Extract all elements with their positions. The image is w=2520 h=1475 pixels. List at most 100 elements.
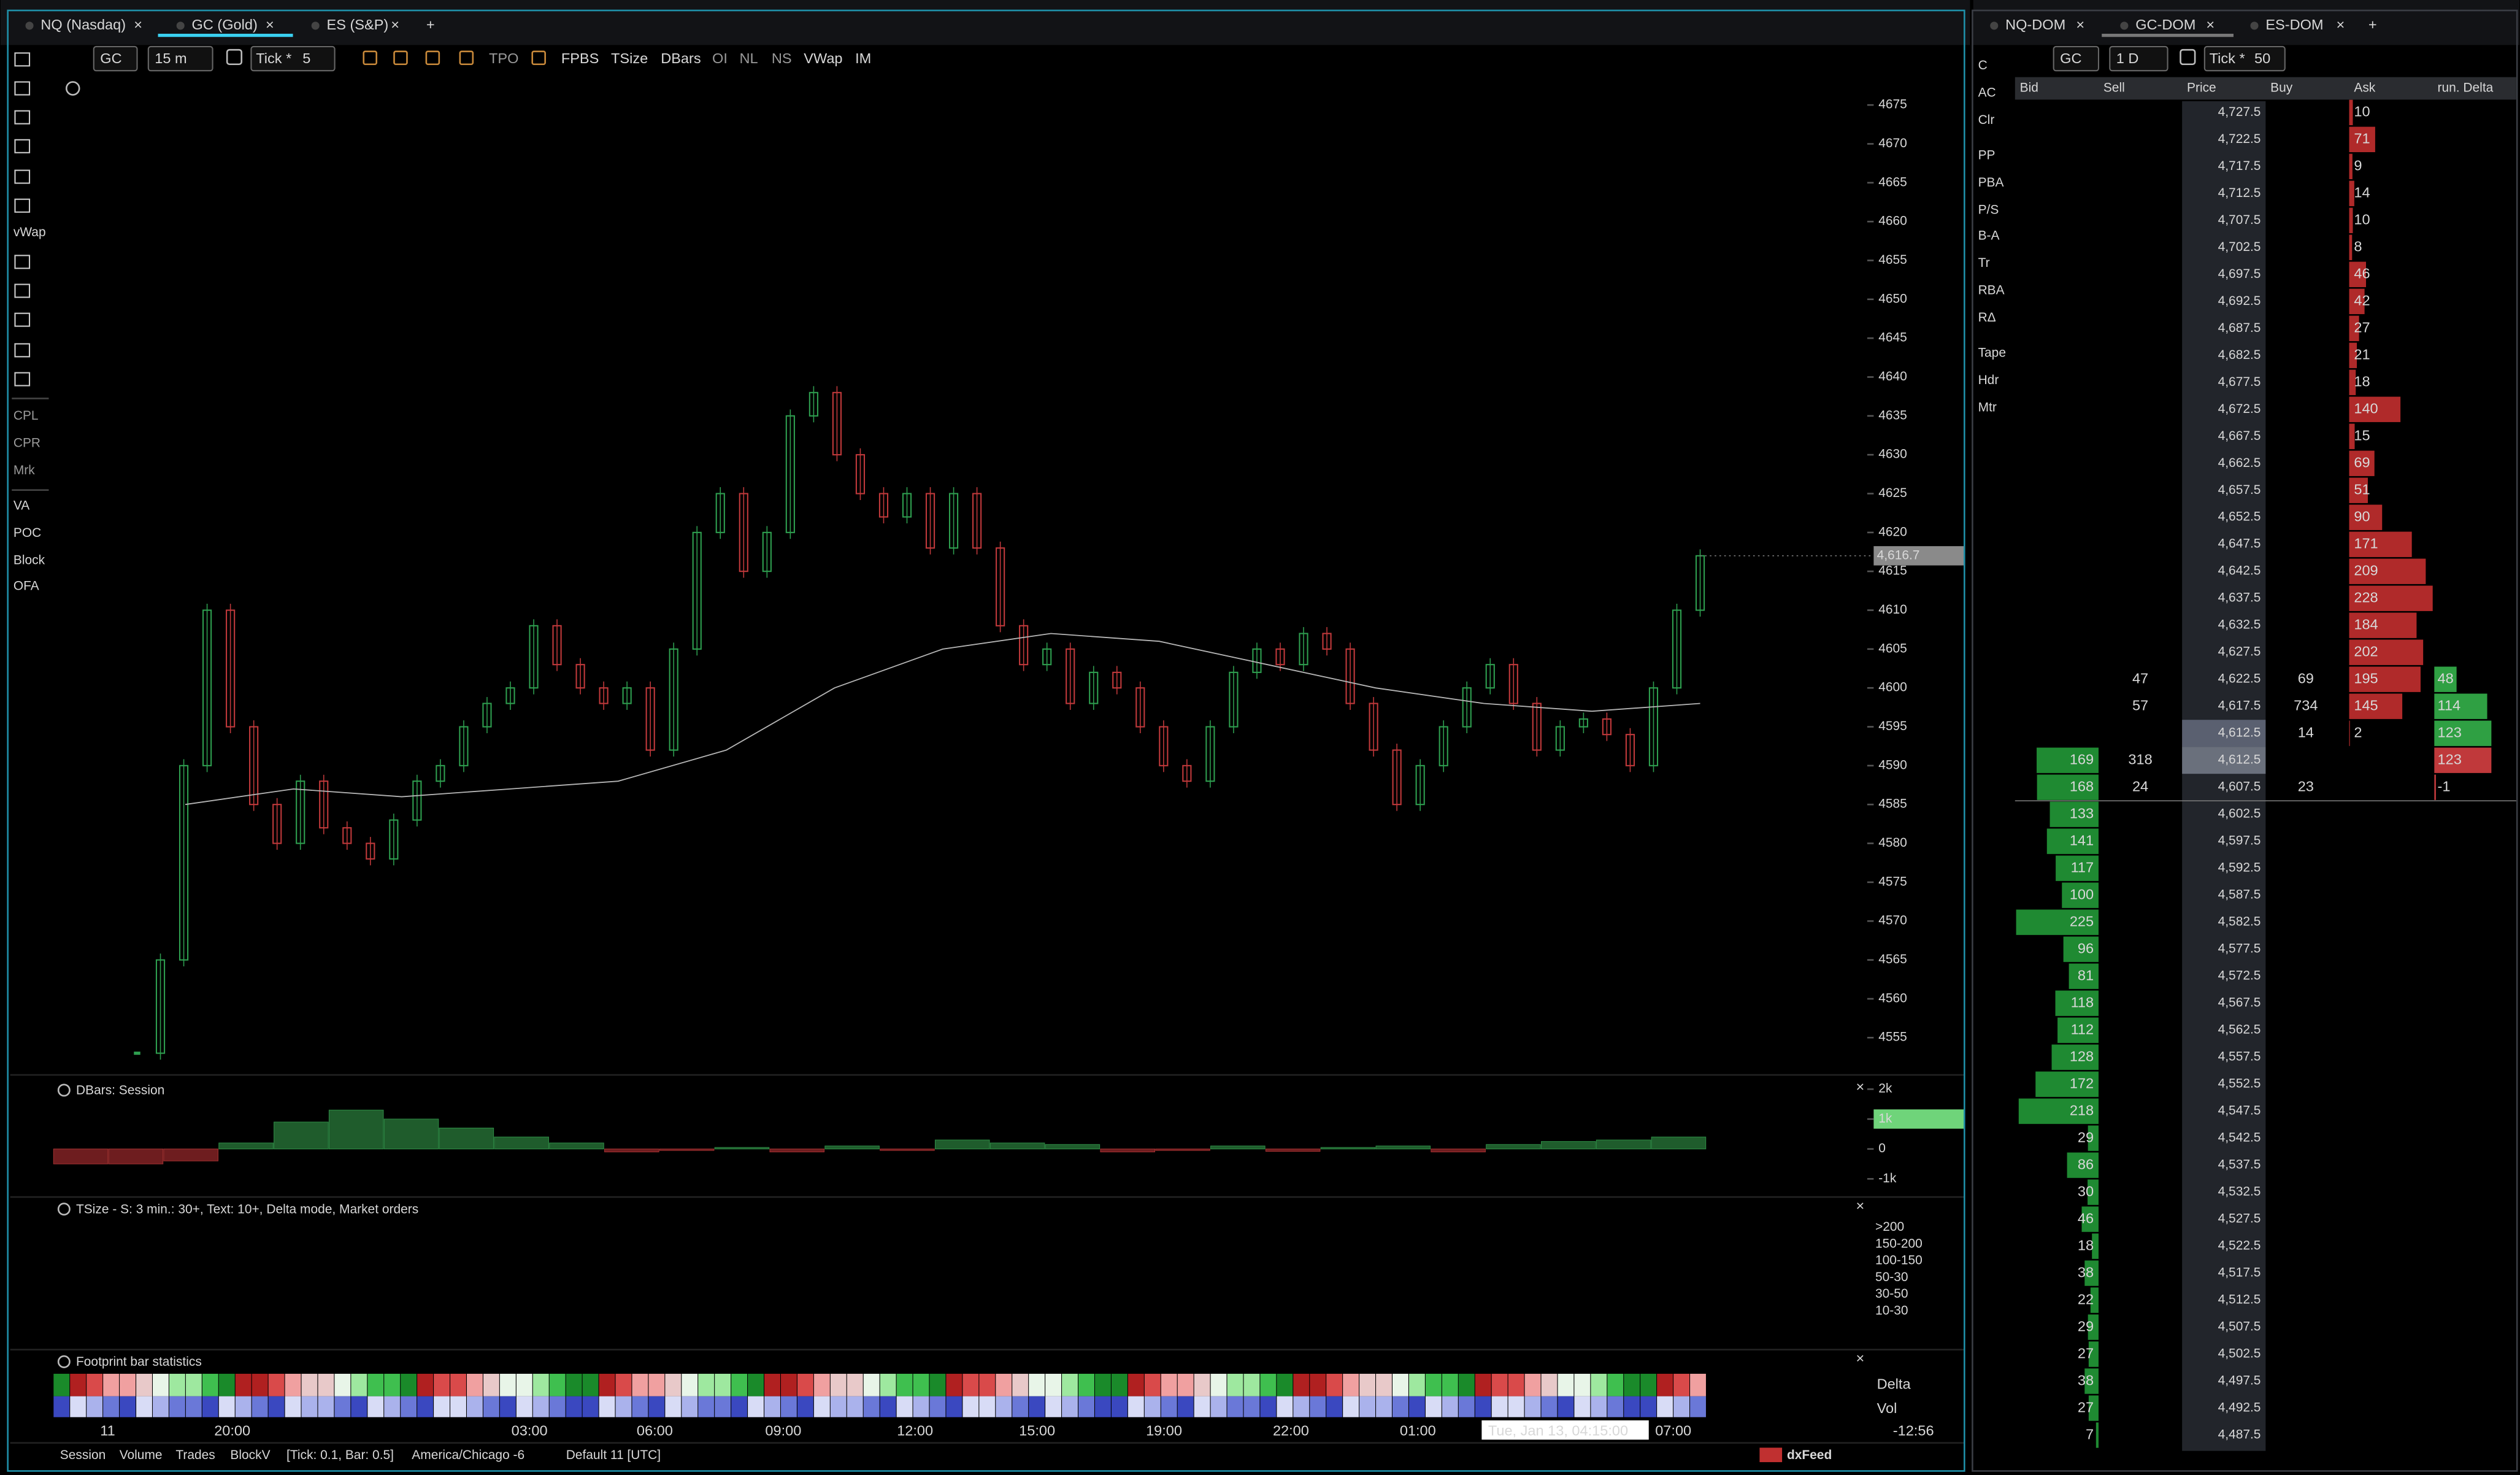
footprint-cell [1508,1396,1524,1417]
close-panel[interactable]: × [1856,1350,1865,1366]
dom-side-label[interactable]: Tape [1978,346,2006,360]
footprint-cell [682,1374,698,1396]
symbol[interactable]: GC [100,50,121,66]
footprint-cell [896,1396,913,1417]
tab[interactable]: GC (Gold) [192,17,258,33]
side-tool[interactable]: vWap [13,225,46,239]
dom-tick-label[interactable]: Tick * [2210,50,2245,66]
tab-close[interactable]: × [2206,17,2215,33]
toolbar-button[interactable]: NS [772,50,792,66]
dom-side-label[interactable]: Mtr [1978,401,1997,415]
dom-header[interactable]: Sell [2103,81,2125,95]
dom-header[interactable]: Buy [2270,81,2293,95]
dom-side-label[interactable]: RBA [1978,283,2005,298]
timeframe[interactable]: 15 m [155,50,186,66]
toolbar-button[interactable]: DBars [661,50,701,66]
dom-header[interactable]: run. Delta [2438,81,2494,95]
status-item[interactable]: BlockV [230,1448,270,1462]
status-item[interactable]: Default 11 [UTC] [566,1448,661,1462]
dom-symbol-box[interactable] [2053,45,2100,72]
side-tool[interactable]: VA [13,498,29,512]
toolbar-icon[interactable] [531,50,546,66]
tab-close[interactable]: × [391,17,399,33]
dom-tab[interactable]: GC-DOM [2135,17,2195,33]
timeframe-box[interactable] [147,45,213,72]
tab[interactable]: ES (S&P) [327,17,389,33]
tick-value[interactable]: 5 [302,50,310,66]
new-tab[interactable]: + [426,17,435,33]
toolbar-button[interactable]: FPBS [561,50,599,66]
tab-close[interactable]: × [2076,17,2084,33]
dom-tab[interactable]: ES-DOM [2265,17,2323,33]
toolbar-icon[interactable] [425,50,440,66]
dom-tick-box[interactable] [2203,45,2286,72]
close-panel[interactable]: × [1856,1079,1865,1095]
dom-side-label[interactable]: Clr [1978,113,1995,127]
toolbar-icon[interactable] [393,50,408,66]
close-panel[interactable]: × [1856,1198,1865,1214]
tool-icon[interactable] [14,283,31,298]
side-tool[interactable]: Mrk [13,463,35,477]
dom-side-label[interactable]: Tr [1978,256,1990,270]
tool-icon[interactable] [14,255,31,269]
dom-tab[interactable]: NQ-DOM [2005,17,2065,33]
tool-icon[interactable] [14,312,31,327]
dom-side-label[interactable]: PP [1978,148,1996,163]
dom-tick-value[interactable]: 50 [2254,50,2270,66]
symbol-box[interactable] [93,45,138,72]
status-item[interactable]: [Tick: 0.1, Bar: 0.5] [286,1448,394,1462]
dom-side-label[interactable]: B-A [1978,228,2000,242]
status-item[interactable]: Trades [175,1448,215,1462]
dom-side-label[interactable]: PBA [1978,175,2004,190]
toolbar-button[interactable]: TSize [611,50,648,66]
tool-icon[interactable] [14,110,31,125]
dom-period-box[interactable] [2109,45,2169,72]
toolbar-button[interactable]: NL [740,50,758,66]
tool-icon[interactable] [14,372,31,387]
status-item[interactable]: America/Chicago -6 [412,1448,524,1462]
footprint-cell [682,1396,698,1417]
toolbar-button[interactable]: IM [855,50,871,66]
status-item[interactable]: Volume [120,1448,163,1462]
toolbar-button[interactable]: VWap [804,50,842,66]
tab-close[interactable]: × [134,17,142,33]
tick-box[interactable] [250,45,336,72]
ask-bar [2349,153,2353,179]
tool-icon[interactable] [14,343,31,358]
dom-header[interactable]: Price [2187,81,2216,95]
candle [202,609,212,766]
tool-icon[interactable] [14,139,31,153]
tool-icon[interactable] [14,169,31,184]
dom-header[interactable]: Bid [2020,81,2038,95]
dom-side-label[interactable]: P/S [1978,203,1999,217]
dom-side-label[interactable]: C [1978,58,1988,72]
side-tool[interactable]: CPR [13,436,40,450]
tick-label[interactable]: Tick * [256,50,291,66]
delta-bar [604,1149,659,1153]
checkbox[interactable] [226,48,243,66]
toolbar-icon[interactable] [459,50,474,66]
side-tool[interactable]: Block [13,553,45,567]
dom-header[interactable]: Ask [2354,81,2375,95]
dom-side-label[interactable]: RΔ [1978,310,1996,325]
tool-icon[interactable] [14,81,31,96]
dom-period[interactable]: 1 D [2116,50,2139,66]
tab[interactable]: NQ (Nasdaq) [40,17,126,33]
toolbar-icon[interactable] [363,50,378,66]
side-tool[interactable]: CPL [13,409,39,423]
dom-side-label[interactable]: Hdr [1978,373,1999,387]
tool-icon[interactable] [14,198,31,213]
side-tool[interactable]: OFA [13,579,39,593]
toolbar-button[interactable]: TPO [489,50,518,66]
tab-close[interactable]: × [266,17,274,33]
footprint-cell [1127,1374,1144,1396]
tab-close[interactable]: × [2337,17,2345,33]
checkbox[interactable] [2180,48,2196,66]
side-tool[interactable]: POC [13,526,41,540]
dom-symbol[interactable]: GC [2060,50,2081,66]
tool-icon[interactable] [14,52,31,67]
new-tab[interactable]: + [2368,17,2377,33]
dom-side-label[interactable]: AC [1978,85,1996,99]
toolbar-button[interactable]: OI [712,50,728,66]
status-item[interactable]: Session [60,1448,106,1462]
